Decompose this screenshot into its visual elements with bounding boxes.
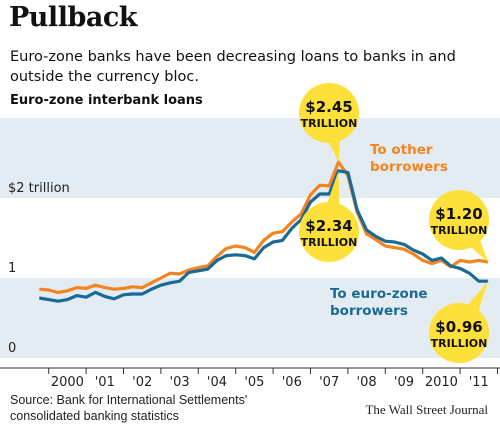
chart-headline: Pullback <box>9 2 137 33</box>
y-tick-label: 0 <box>8 341 16 356</box>
callout-bubble <box>429 303 489 363</box>
y-tick-label: $2 trillion <box>8 181 70 196</box>
callout-pointer <box>325 170 340 210</box>
x-tick-label: '02 <box>132 375 152 390</box>
series-line-other-borrowers <box>39 160 489 294</box>
source-note: Source: Bank for International Settlemen… <box>10 393 248 423</box>
x-tick-label: '05 <box>244 375 264 390</box>
callout-unit: TRILLION <box>301 117 358 130</box>
gridband-0 <box>0 278 500 358</box>
callout-unit: TRILLION <box>431 224 488 237</box>
series-label: borrowers <box>370 159 448 175</box>
x-tick-label: '08 <box>357 375 377 390</box>
callout-value: $2.34 <box>305 217 352 235</box>
x-tick-label: '01 <box>95 375 115 390</box>
x-tick-label: '04 <box>207 375 227 390</box>
gridband-1 <box>0 118 500 198</box>
x-tick-label: '06 <box>282 375 302 390</box>
series-label: To euro-zone <box>330 286 428 302</box>
x-tick-label: 2000 <box>51 375 84 390</box>
x-tick-label: 2010 <box>425 375 458 390</box>
callout-bubble <box>299 83 359 143</box>
x-tick-label: '03 <box>170 375 190 390</box>
callout-value: $2.45 <box>305 98 352 116</box>
y-tick-label: 1 <box>8 261 16 276</box>
series-line-euro-zone-borrowers <box>39 169 489 303</box>
chart-subtitle: Euro-zone banks have been decreasing loa… <box>10 49 456 85</box>
series-label: To other <box>370 142 433 158</box>
x-tick-label: '07 <box>319 375 339 390</box>
callout-value: $0.96 <box>435 318 482 336</box>
callout-bubble <box>429 190 489 250</box>
chart-label: Euro-zone interbank loans <box>10 93 203 108</box>
x-tick-label: '11 <box>469 375 489 390</box>
x-tick-label: '09 <box>394 375 414 390</box>
callout-bubble <box>299 202 359 262</box>
callout-value: $1.20 <box>435 205 482 223</box>
publisher-credit: The Wall Street Journal <box>365 402 488 417</box>
callout-unit: TRILLION <box>301 236 358 249</box>
series-label: borrowers <box>330 303 408 319</box>
callout-unit: TRILLION <box>431 337 488 350</box>
